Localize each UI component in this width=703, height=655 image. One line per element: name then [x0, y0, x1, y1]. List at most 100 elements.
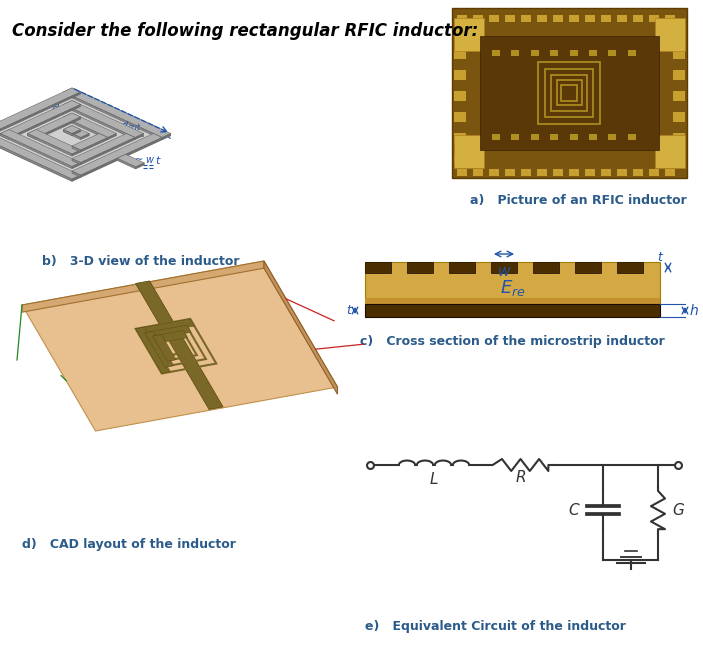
Text: $d_{out}$: $d_{out}$ — [120, 119, 143, 132]
Polygon shape — [72, 146, 81, 152]
Polygon shape — [1, 130, 81, 166]
Bar — [521, 15, 531, 22]
Polygon shape — [63, 88, 171, 138]
Bar — [608, 50, 617, 56]
Text: $E_{re}$: $E_{re}$ — [500, 278, 525, 298]
Text: c)   Cross section of the microstrip inductor: c) Cross section of the microstrip induc… — [360, 335, 665, 348]
Bar — [617, 169, 627, 176]
Bar — [491, 262, 517, 273]
Polygon shape — [22, 261, 264, 312]
Polygon shape — [63, 100, 143, 138]
Polygon shape — [0, 130, 81, 179]
Bar — [457, 15, 467, 22]
Bar — [454, 70, 466, 80]
Polygon shape — [72, 175, 81, 181]
Polygon shape — [136, 328, 171, 373]
Polygon shape — [136, 319, 195, 336]
Polygon shape — [136, 281, 223, 409]
Bar — [537, 15, 547, 22]
Bar — [538, 62, 600, 124]
Polygon shape — [108, 134, 117, 140]
Bar — [655, 135, 685, 168]
Bar — [457, 169, 467, 176]
Polygon shape — [1, 100, 81, 138]
Bar — [454, 18, 484, 51]
Bar — [589, 50, 597, 56]
Text: $R$: $R$ — [515, 469, 526, 485]
Text: $t$: $t$ — [346, 304, 353, 317]
Bar — [454, 135, 484, 168]
Bar — [569, 134, 577, 140]
Bar — [673, 154, 685, 164]
Bar — [655, 18, 685, 51]
Bar — [545, 69, 593, 117]
Bar — [673, 133, 685, 143]
Polygon shape — [27, 134, 72, 156]
Bar — [553, 15, 563, 22]
Bar — [365, 304, 660, 317]
Bar — [585, 169, 595, 176]
Polygon shape — [63, 130, 81, 140]
Polygon shape — [153, 331, 188, 343]
Bar — [407, 262, 433, 273]
Polygon shape — [72, 159, 81, 164]
Bar — [489, 15, 499, 22]
Bar — [585, 15, 595, 22]
Bar — [569, 50, 577, 56]
Bar — [365, 298, 660, 304]
Text: $G$: $G$ — [672, 502, 685, 518]
Text: $d_{in}$: $d_{in}$ — [51, 102, 67, 116]
Bar — [452, 8, 687, 178]
Polygon shape — [63, 92, 162, 140]
Polygon shape — [27, 134, 36, 140]
Text: d)   CAD layout of the inductor: d) CAD layout of the inductor — [22, 538, 236, 551]
Bar — [569, 15, 579, 22]
Polygon shape — [72, 171, 81, 178]
Polygon shape — [153, 335, 176, 362]
Polygon shape — [63, 113, 117, 138]
Polygon shape — [72, 130, 81, 136]
Polygon shape — [27, 113, 81, 138]
Bar — [575, 262, 601, 273]
Bar — [454, 133, 466, 143]
Polygon shape — [72, 134, 108, 150]
Bar — [454, 49, 466, 59]
Polygon shape — [81, 138, 135, 164]
Text: $t$: $t$ — [657, 251, 664, 264]
Bar — [480, 36, 659, 150]
Bar — [553, 169, 563, 176]
Text: $W$: $W$ — [496, 266, 511, 279]
Bar — [531, 50, 538, 56]
Polygon shape — [72, 150, 81, 156]
Bar — [665, 169, 675, 176]
Polygon shape — [1, 134, 9, 140]
Bar — [608, 134, 617, 140]
Bar — [628, 134, 636, 140]
Polygon shape — [0, 134, 72, 181]
Polygon shape — [0, 92, 81, 140]
Bar — [561, 85, 577, 101]
Polygon shape — [72, 134, 135, 162]
Bar — [473, 15, 483, 22]
Text: $h$: $h$ — [689, 303, 699, 318]
Bar — [489, 169, 499, 176]
Polygon shape — [27, 130, 81, 154]
Bar — [633, 169, 643, 176]
Bar — [473, 169, 483, 176]
Text: ~ $w$: ~ $w$ — [134, 155, 155, 165]
Bar — [665, 15, 675, 22]
Polygon shape — [63, 130, 72, 136]
Text: e)   Equivalent Circuit of the inductor: e) Equivalent Circuit of the inductor — [365, 620, 626, 633]
Bar — [511, 134, 520, 140]
Bar — [601, 169, 611, 176]
Bar — [551, 75, 587, 111]
Bar — [365, 262, 660, 304]
Polygon shape — [145, 325, 191, 340]
Bar — [673, 91, 685, 101]
Bar — [550, 134, 558, 140]
Polygon shape — [81, 134, 89, 140]
Polygon shape — [81, 138, 162, 178]
Bar — [628, 50, 636, 56]
Polygon shape — [22, 261, 337, 431]
Text: b)   3-D view of the inductor: b) 3-D view of the inductor — [42, 255, 240, 268]
